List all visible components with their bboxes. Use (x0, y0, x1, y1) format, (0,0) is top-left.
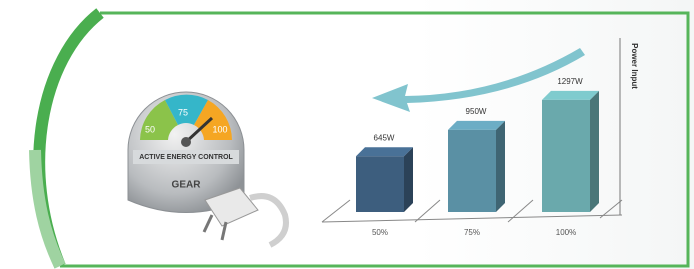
bar-side (496, 121, 505, 212)
gauge-label: 50 (145, 124, 155, 134)
value-label: 950W (466, 107, 487, 116)
bar (356, 156, 404, 212)
x-tick-label: 100% (556, 228, 576, 237)
bar-top (542, 91, 599, 100)
gauge-label: 100 (212, 124, 227, 134)
bar (542, 100, 590, 212)
bar (448, 130, 496, 212)
bar-top (356, 147, 413, 156)
graphic: 50 75 100 ACTIVE ENERGY CONTROL GEAR Pow… (0, 0, 694, 269)
gauge-hub (181, 137, 191, 147)
gauge-band-text: ACTIVE ENERGY CONTROL (139, 154, 233, 161)
bar-side (590, 91, 599, 212)
x-tick-label: 75% (464, 228, 480, 237)
bar-side (404, 147, 413, 212)
bar-top (448, 121, 505, 130)
gauge-name: GEAR (172, 180, 202, 191)
value-label: 1297W (557, 77, 583, 86)
value-label: 645W (374, 133, 395, 142)
gauge-label: 75 (178, 107, 188, 117)
y-axis-label: Power Input (630, 43, 639, 89)
x-tick-label: 50% (372, 228, 388, 237)
